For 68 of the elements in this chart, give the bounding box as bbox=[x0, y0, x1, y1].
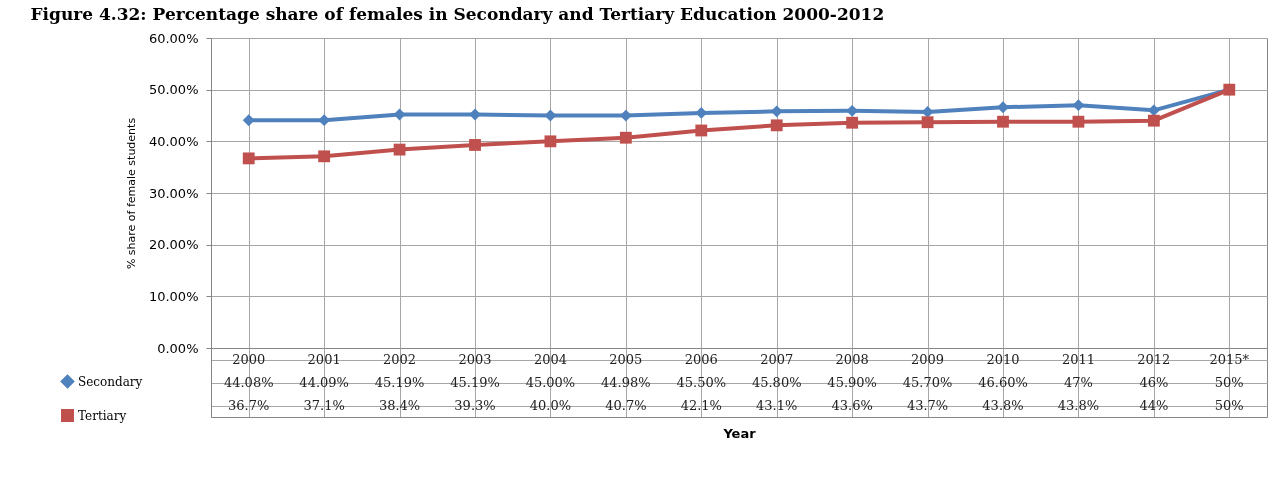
x-tick-label: 2004 bbox=[533, 351, 567, 367]
x-tick-label: 2006 bbox=[684, 351, 718, 367]
data-label: 46% bbox=[1139, 374, 1169, 390]
data-label: 43.8% bbox=[1057, 397, 1100, 413]
x-axis-title: Year bbox=[722, 425, 757, 441]
data-label: 44.08% bbox=[223, 374, 274, 390]
point bbox=[469, 139, 481, 151]
data-label: 45.80% bbox=[751, 374, 802, 390]
data-label: 39.3% bbox=[454, 397, 496, 413]
point bbox=[770, 119, 783, 132]
point bbox=[846, 116, 859, 129]
y-tick-label: 0.00% bbox=[157, 340, 199, 356]
chart-title: Figure 4.32: Percentage share of females in Secondary and Tertiary Education 2000-2012 bbox=[30, 3, 885, 24]
data-label: 36.7% bbox=[228, 397, 270, 413]
data-label: 43.1% bbox=[756, 397, 798, 413]
y-tick-label: 30.00% bbox=[148, 185, 199, 201]
point bbox=[393, 143, 406, 156]
point bbox=[1072, 115, 1085, 128]
x-tick-label: 2003 bbox=[458, 351, 492, 367]
legend-label: Secondary bbox=[78, 374, 143, 389]
y-tick-label: 10.00% bbox=[148, 288, 199, 304]
x-tick-label: 2001 bbox=[307, 351, 341, 367]
data-label: 45.70% bbox=[902, 374, 953, 390]
data-label: 45.19% bbox=[374, 374, 425, 390]
point bbox=[242, 152, 255, 165]
x-tick-label: 2010 bbox=[986, 351, 1020, 367]
data-label: 37.1% bbox=[303, 397, 345, 413]
data-label: 43.6% bbox=[831, 397, 873, 413]
x-tick-label: 2007 bbox=[760, 351, 794, 367]
data-label: 46.60% bbox=[978, 374, 1028, 390]
y-tick-label: 60.00% bbox=[148, 30, 199, 46]
y-tick-label: 50.00% bbox=[148, 82, 199, 98]
data-label: 45.19% bbox=[450, 374, 500, 390]
data-label: 44.98% bbox=[601, 374, 651, 390]
point bbox=[1147, 114, 1160, 127]
data-label: 45.90% bbox=[827, 374, 877, 390]
data-label: 45.50% bbox=[676, 374, 727, 390]
data-label: 43.8% bbox=[982, 397, 1024, 413]
data-label: 43.7% bbox=[906, 397, 949, 413]
data-label: 38.4% bbox=[378, 397, 421, 413]
data-label: 40.0% bbox=[529, 397, 572, 413]
x-tick-label: 2000 bbox=[232, 351, 266, 367]
x-tick-label: 2011 bbox=[1061, 351, 1095, 367]
data-label: 50% bbox=[1214, 374, 1244, 390]
x-tick-label: 2009 bbox=[911, 351, 945, 367]
data-label: 42.1% bbox=[680, 397, 722, 413]
point bbox=[469, 108, 481, 121]
x-tick-label: 2002 bbox=[383, 351, 417, 367]
data-label: 40.7% bbox=[605, 397, 647, 413]
data-label: 44.09% bbox=[299, 374, 349, 390]
point bbox=[997, 115, 1009, 128]
x-tick-label: 2012 bbox=[1137, 351, 1171, 367]
data-label: 44% bbox=[1139, 397, 1169, 413]
point bbox=[921, 116, 934, 129]
point bbox=[544, 135, 557, 148]
x-tick-label: 2015* bbox=[1209, 351, 1250, 367]
legend-label: Tertiary bbox=[78, 408, 127, 423]
point bbox=[695, 124, 708, 137]
y-tick-label: 40.00% bbox=[148, 133, 199, 149]
y-tick-label: 20.00% bbox=[148, 237, 199, 253]
data-label: 50% bbox=[1214, 397, 1244, 413]
point bbox=[619, 131, 632, 144]
data-label: 47% bbox=[1063, 374, 1093, 390]
x-tick-label: 2008 bbox=[835, 351, 869, 367]
y-axis-title: % share of female students bbox=[124, 117, 138, 270]
point bbox=[318, 150, 331, 163]
x-tick-label: 2005 bbox=[609, 351, 643, 367]
data-label: 45.00% bbox=[525, 374, 576, 390]
